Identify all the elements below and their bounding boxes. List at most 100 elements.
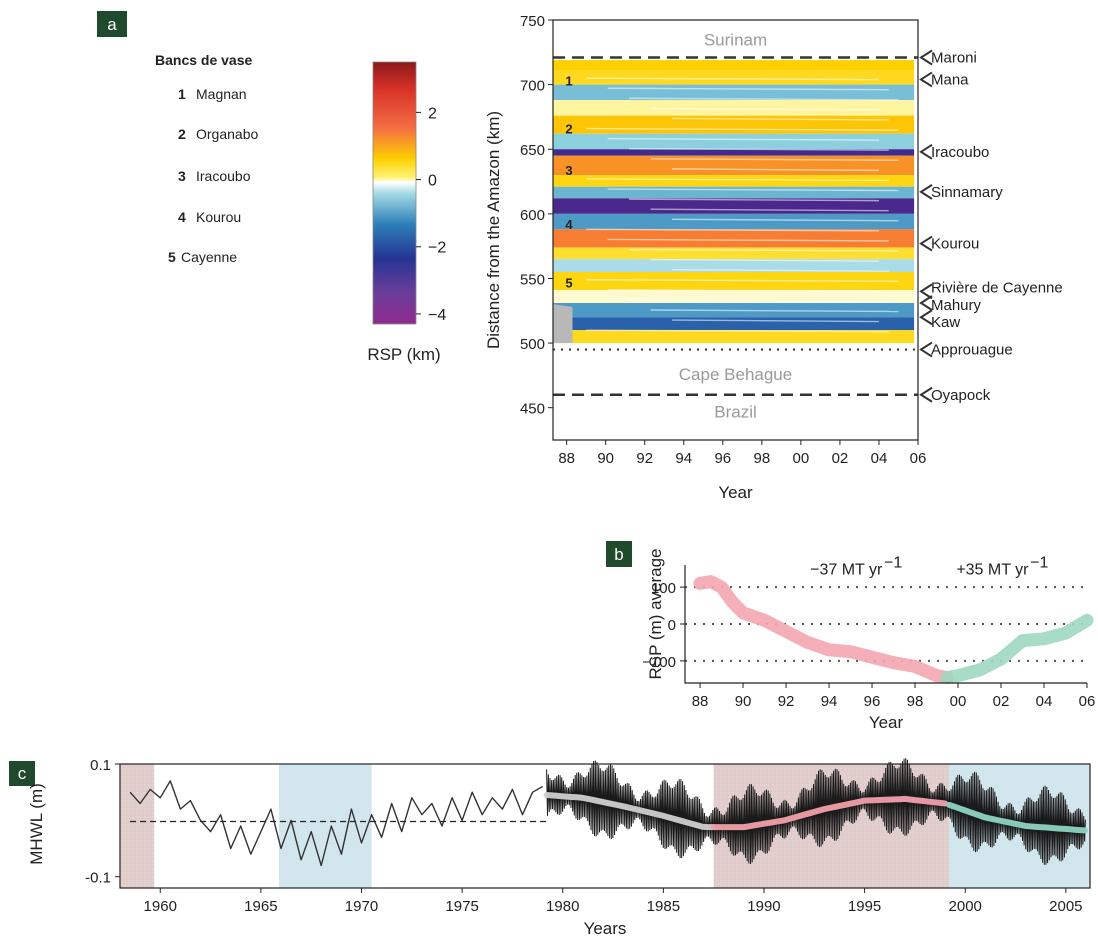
mhwl-y-tick-label: 0.1 [90,757,111,774]
river-marker-icon [919,309,933,326]
heatmap-streak [629,148,889,151]
rsp-x-tick-label: 94 [821,693,838,710]
rsp-x-tick-label: 90 [735,693,752,710]
rsp-y-tick-label: −100 [642,654,676,671]
mhwl-y-ticks: 0.1 -0.1 [85,757,120,887]
river-label: Kaw [931,314,960,331]
river-marker-icon [919,295,933,311]
heatmap-region-labels: Surinam Cape Behague Brazil [679,30,792,421]
heatmap-streak [629,97,899,101]
rsp-axes-frame [684,565,1087,684]
heatmap-streak [650,107,879,111]
panel-b-label-text: b [614,545,623,564]
river-label: Kourou [931,236,979,253]
river-marker-icon [919,143,933,160]
river-label: Oyapock [931,387,991,404]
heatmap-streak [629,198,879,202]
rsp-erosion-series [693,575,954,684]
heatmap-x-ticks: 88 90 92 94 96 98 00 02 04 06 [558,440,926,467]
panel-b-label-box [606,541,632,567]
heatmap-x-tick-label: 00 [793,450,810,467]
heatmap-band [553,259,915,272]
panel-c-label: c [9,761,35,786]
heatmap-y-tick-label: 750 [520,13,545,30]
heatmap-missing-data [553,304,573,344]
heatmap-y-tick-label: 600 [520,207,545,224]
heatmap-x-tick-label: 04 [871,450,888,467]
heatmap-band [553,84,915,101]
mhwl-x-tick-label: 1965 [244,898,277,915]
river-label: Sinnamary [931,184,1003,201]
heatmap-region-label: Brazil [714,403,757,422]
heatmap-x-tick-label: 92 [636,450,653,467]
heatmap-streak [586,127,899,131]
bank-legend: Bancs de vase 1 Magnan 2 Organabo 3 Irac… [155,52,258,265]
heatmap-x-tick-label: 98 [754,450,771,467]
mhwl-frame [119,763,1091,889]
heatmap-x-tick-label: 06 [910,450,927,467]
river-label: Mana [931,71,969,88]
bank-legend-name: Iracoubo [196,168,251,184]
heatmap-band [553,330,915,344]
river-marker-icon [919,235,933,252]
heatmap-bank-number: 4 [565,217,573,232]
bank-legend-num: 1 [178,86,186,102]
heatmap-frame [552,19,919,441]
mhwl-y-label: MHWL (m) [27,783,46,865]
heatmap-streak [607,188,899,192]
rsp-accretion-series [940,613,1094,684]
heatmap-x-tick-label: 88 [558,450,575,467]
heatmap-band [553,213,915,230]
mhwl-trend-line [543,792,716,831]
rsp-x-tick-label: 98 [907,693,924,710]
heatmap-region-label: Surinam [704,30,767,49]
colorbar-label: RSP (km) [367,345,440,364]
heatmap-streak [586,329,889,333]
rsp-x-ticks: 88 90 92 94 96 98 00 02 04 06 [692,683,1095,710]
river-label: Rivière de Cayenne [931,279,1063,296]
mhwl-axes-frame [119,763,1091,889]
heatmap-band [553,60,915,71]
heatmap-streak [650,208,889,212]
bank-legend-num: 3 [178,168,186,184]
heatmap-region-label: Cape Behague [679,365,792,384]
mhwl-x-tick-label: 2005 [1049,898,1082,915]
mhwl-daily-series [546,758,1086,865]
bank-legend-name: Magnan [196,86,247,102]
rsp-x-tick-label: 96 [864,693,881,710]
rsp-annotation-exponent: −1 [884,555,902,572]
heatmap-x-label: Year [718,483,753,502]
mhwl-x-tick-label: 1980 [546,898,579,915]
heatmap-band [553,70,915,85]
heatmap-boundaries [553,56,918,397]
mhwl-monthly-series [129,780,543,867]
mhwl-x-tick-label: 1990 [747,898,780,915]
mhwl-x-tick-label: 1985 [647,898,680,915]
rsp-annotations: −37 MT yr −1 +35 MT yr −1 [810,555,1048,579]
heatmap-x-tick-label: 94 [675,450,692,467]
heatmap-streak [629,299,889,303]
mhwl-x-label: Years [584,919,627,938]
river-label: Mahury [931,297,982,314]
panel-c-label-box [9,761,35,786]
river-marker-icon [919,49,933,66]
mhwl-series [129,758,1088,867]
heatmap-x-tick-label: 96 [714,450,731,467]
heatmap-bank-labels: 1 2 3 4 5 [565,74,573,291]
river-marker-icon [919,184,933,200]
mhwl-x-tick-label: 1995 [848,898,881,915]
panel-c-label-text: c [18,764,27,783]
mhwl-x-tick-label: 1970 [345,898,378,915]
colorbar-tick-label: 0 [428,173,437,190]
rsp-series [693,575,1094,684]
bank-legend-name: Cayenne [181,249,237,265]
rsp-x-tick-label: 04 [1036,693,1053,710]
heatmap-band [553,133,915,150]
rsp-y-tick-label: 100 [651,580,676,597]
bank-legend-name: Kourou [196,209,241,225]
heatmap-bands [553,60,915,344]
panel-a-label: a [97,11,127,37]
panel-b-label: b [606,541,632,567]
